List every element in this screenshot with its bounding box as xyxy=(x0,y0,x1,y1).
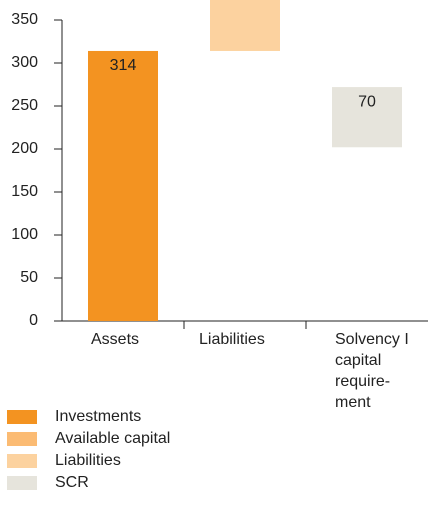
bar-segment xyxy=(88,50,158,322)
y-tick-label: 50 xyxy=(20,269,38,286)
legend-swatch xyxy=(7,476,37,490)
x-tick-label: Liabilities xyxy=(199,331,265,348)
legend-label: SCR xyxy=(55,474,89,491)
y-tick-label: 250 xyxy=(11,97,38,114)
legend-swatch xyxy=(7,432,37,446)
legend-label: Investments xyxy=(55,408,141,425)
y-tick-label: 0 xyxy=(29,312,38,329)
y-tick-label: 100 xyxy=(11,226,38,243)
x-tick-label: Assets xyxy=(91,331,140,348)
y-tick-label: 200 xyxy=(11,140,38,157)
y-tick-label: 300 xyxy=(11,54,38,71)
legend-label: Available capital xyxy=(55,430,170,447)
legend-swatch xyxy=(7,410,37,424)
y-tick-label: 150 xyxy=(11,183,38,200)
data-label: 314 xyxy=(110,57,137,74)
legend-label: Liabilities xyxy=(55,452,121,469)
x-tick-label: Solvency I capital require- ment xyxy=(335,331,409,411)
legend-swatch xyxy=(7,454,37,468)
y-tick-label: 350 xyxy=(11,11,38,28)
data-label: 70 xyxy=(358,93,376,110)
bar-segment xyxy=(332,87,402,148)
bar-segment xyxy=(210,0,280,51)
